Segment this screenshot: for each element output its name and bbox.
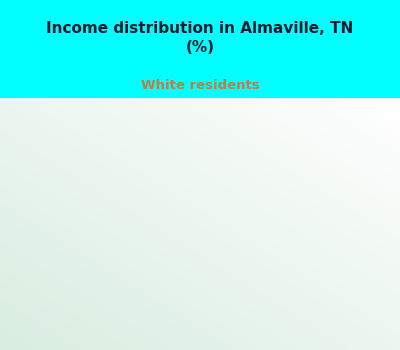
Text: $20k: $20k bbox=[139, 241, 163, 250]
Wedge shape bbox=[200, 190, 221, 224]
Wedge shape bbox=[200, 224, 230, 248]
Wedge shape bbox=[168, 203, 200, 224]
Text: $75k: $75k bbox=[241, 223, 265, 231]
Text: White residents: White residents bbox=[141, 79, 259, 92]
Wedge shape bbox=[200, 197, 232, 224]
Wedge shape bbox=[169, 224, 200, 252]
Wedge shape bbox=[200, 224, 216, 257]
Text: $150k: $150k bbox=[235, 241, 265, 250]
Text: $125k: $125k bbox=[206, 257, 236, 266]
Text: $40k: $40k bbox=[135, 225, 159, 233]
Text: $60k: $60k bbox=[135, 210, 159, 219]
Wedge shape bbox=[173, 190, 200, 224]
Text: $30k: $30k bbox=[186, 263, 210, 272]
Wedge shape bbox=[200, 224, 225, 254]
Wedge shape bbox=[200, 224, 234, 240]
Wedge shape bbox=[200, 210, 234, 226]
Text: $100k: $100k bbox=[233, 188, 263, 197]
Text: $10k: $10k bbox=[241, 204, 265, 214]
Text: > $200k: > $200k bbox=[155, 257, 195, 266]
Wedge shape bbox=[180, 224, 208, 258]
Text: City-Data.com: City-Data.com bbox=[264, 106, 318, 114]
Text: $200k: $200k bbox=[161, 183, 191, 192]
Wedge shape bbox=[166, 210, 200, 238]
Text: $50k: $50k bbox=[139, 195, 163, 204]
Text: Income distribution in Almaville, TN
(%): Income distribution in Almaville, TN (%) bbox=[46, 21, 354, 55]
